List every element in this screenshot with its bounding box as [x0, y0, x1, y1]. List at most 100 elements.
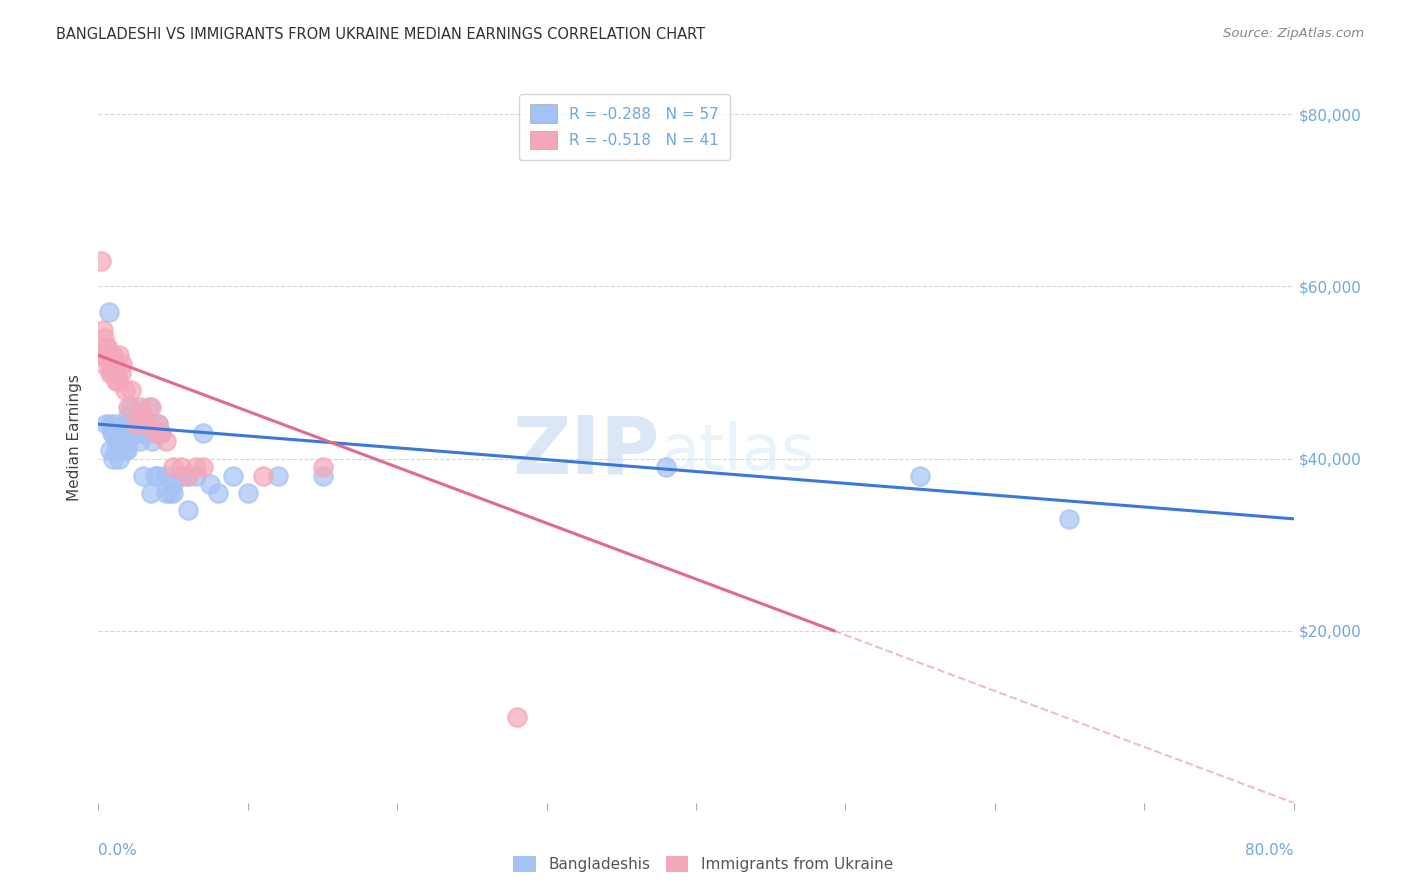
Point	[103, 357, 125, 371]
Point	[97, 348, 120, 362]
Point	[506, 710, 529, 724]
Text: Source: ZipAtlas.com: Source: ZipAtlas.com	[1223, 27, 1364, 40]
Point	[120, 400, 142, 414]
Point	[105, 434, 128, 449]
Point	[90, 253, 112, 268]
Point	[101, 425, 124, 440]
Point	[162, 477, 184, 491]
Point	[124, 417, 146, 432]
Point	[141, 434, 163, 449]
Legend: Bangladeshis, Immigrants from Ukraine: Bangladeshis, Immigrants from Ukraine	[506, 848, 900, 880]
Point	[117, 409, 139, 423]
Point	[148, 417, 170, 432]
Point	[118, 425, 141, 440]
Point	[107, 425, 129, 440]
Point	[125, 425, 148, 440]
Point	[191, 425, 214, 440]
Point	[143, 425, 166, 440]
Point	[94, 348, 117, 362]
Point	[111, 434, 134, 449]
Point	[97, 305, 120, 319]
Point	[104, 417, 127, 432]
Point	[114, 383, 136, 397]
Point	[311, 468, 333, 483]
Point	[100, 357, 122, 371]
Point	[108, 451, 131, 466]
Point	[91, 322, 114, 336]
Point	[111, 425, 134, 440]
Point	[125, 417, 148, 432]
Point	[148, 468, 170, 483]
Point	[139, 400, 162, 414]
Point	[252, 468, 274, 483]
Point	[162, 460, 184, 475]
Point	[114, 417, 136, 432]
Point	[655, 460, 678, 475]
Point	[132, 468, 155, 483]
Point	[110, 366, 132, 380]
Point	[105, 374, 128, 388]
Text: ZIP: ZIP	[513, 413, 661, 491]
Point	[110, 425, 132, 440]
Point	[143, 468, 166, 483]
Point	[177, 468, 200, 483]
Point	[104, 357, 127, 371]
Point	[177, 468, 200, 483]
Point	[105, 366, 128, 380]
Y-axis label: Median Earnings: Median Earnings	[67, 374, 83, 500]
Text: atlas: atlas	[661, 421, 814, 483]
Point	[155, 434, 177, 449]
Point	[150, 425, 173, 440]
Point	[191, 460, 214, 475]
Point	[150, 425, 173, 440]
Point	[222, 468, 245, 483]
Point	[129, 434, 152, 449]
Point	[103, 451, 125, 466]
Point	[159, 486, 181, 500]
Point	[103, 348, 125, 362]
Point	[100, 442, 122, 457]
Point	[1059, 512, 1081, 526]
Point	[236, 486, 259, 500]
Point	[107, 374, 129, 388]
Point	[132, 409, 155, 423]
Point	[120, 383, 142, 397]
Point	[100, 417, 122, 432]
Point	[132, 417, 155, 432]
Point	[169, 460, 191, 475]
Point	[96, 340, 118, 354]
Text: 0.0%: 0.0%	[98, 843, 138, 858]
Point	[169, 468, 191, 483]
Point	[138, 400, 160, 414]
Point	[139, 486, 162, 500]
Point	[127, 425, 149, 440]
Point	[162, 486, 184, 500]
Point	[103, 425, 125, 440]
Point	[93, 331, 115, 345]
Point	[114, 442, 136, 457]
Point	[108, 348, 131, 362]
Text: BANGLADESHI VS IMMIGRANTS FROM UKRAINE MEDIAN EARNINGS CORRELATION CHART: BANGLADESHI VS IMMIGRANTS FROM UKRAINE M…	[56, 27, 706, 42]
Point	[117, 434, 139, 449]
Point	[100, 366, 122, 380]
Point	[94, 417, 117, 432]
Point	[111, 357, 134, 371]
Point	[184, 460, 207, 475]
Point	[267, 468, 290, 483]
Point	[129, 400, 152, 414]
Point	[117, 400, 139, 414]
Point	[90, 348, 112, 362]
Point	[177, 503, 200, 517]
Point	[112, 434, 135, 449]
Point	[108, 442, 131, 457]
Point	[908, 468, 931, 483]
Point	[96, 340, 118, 354]
Point	[101, 366, 124, 380]
Point	[200, 477, 222, 491]
Point	[155, 486, 177, 500]
Legend: R = -0.288   N = 57, R = -0.518   N = 41: R = -0.288 N = 57, R = -0.518 N = 41	[519, 94, 730, 160]
Point	[115, 442, 138, 457]
Point	[148, 417, 170, 432]
Point	[93, 357, 115, 371]
Point	[207, 486, 229, 500]
